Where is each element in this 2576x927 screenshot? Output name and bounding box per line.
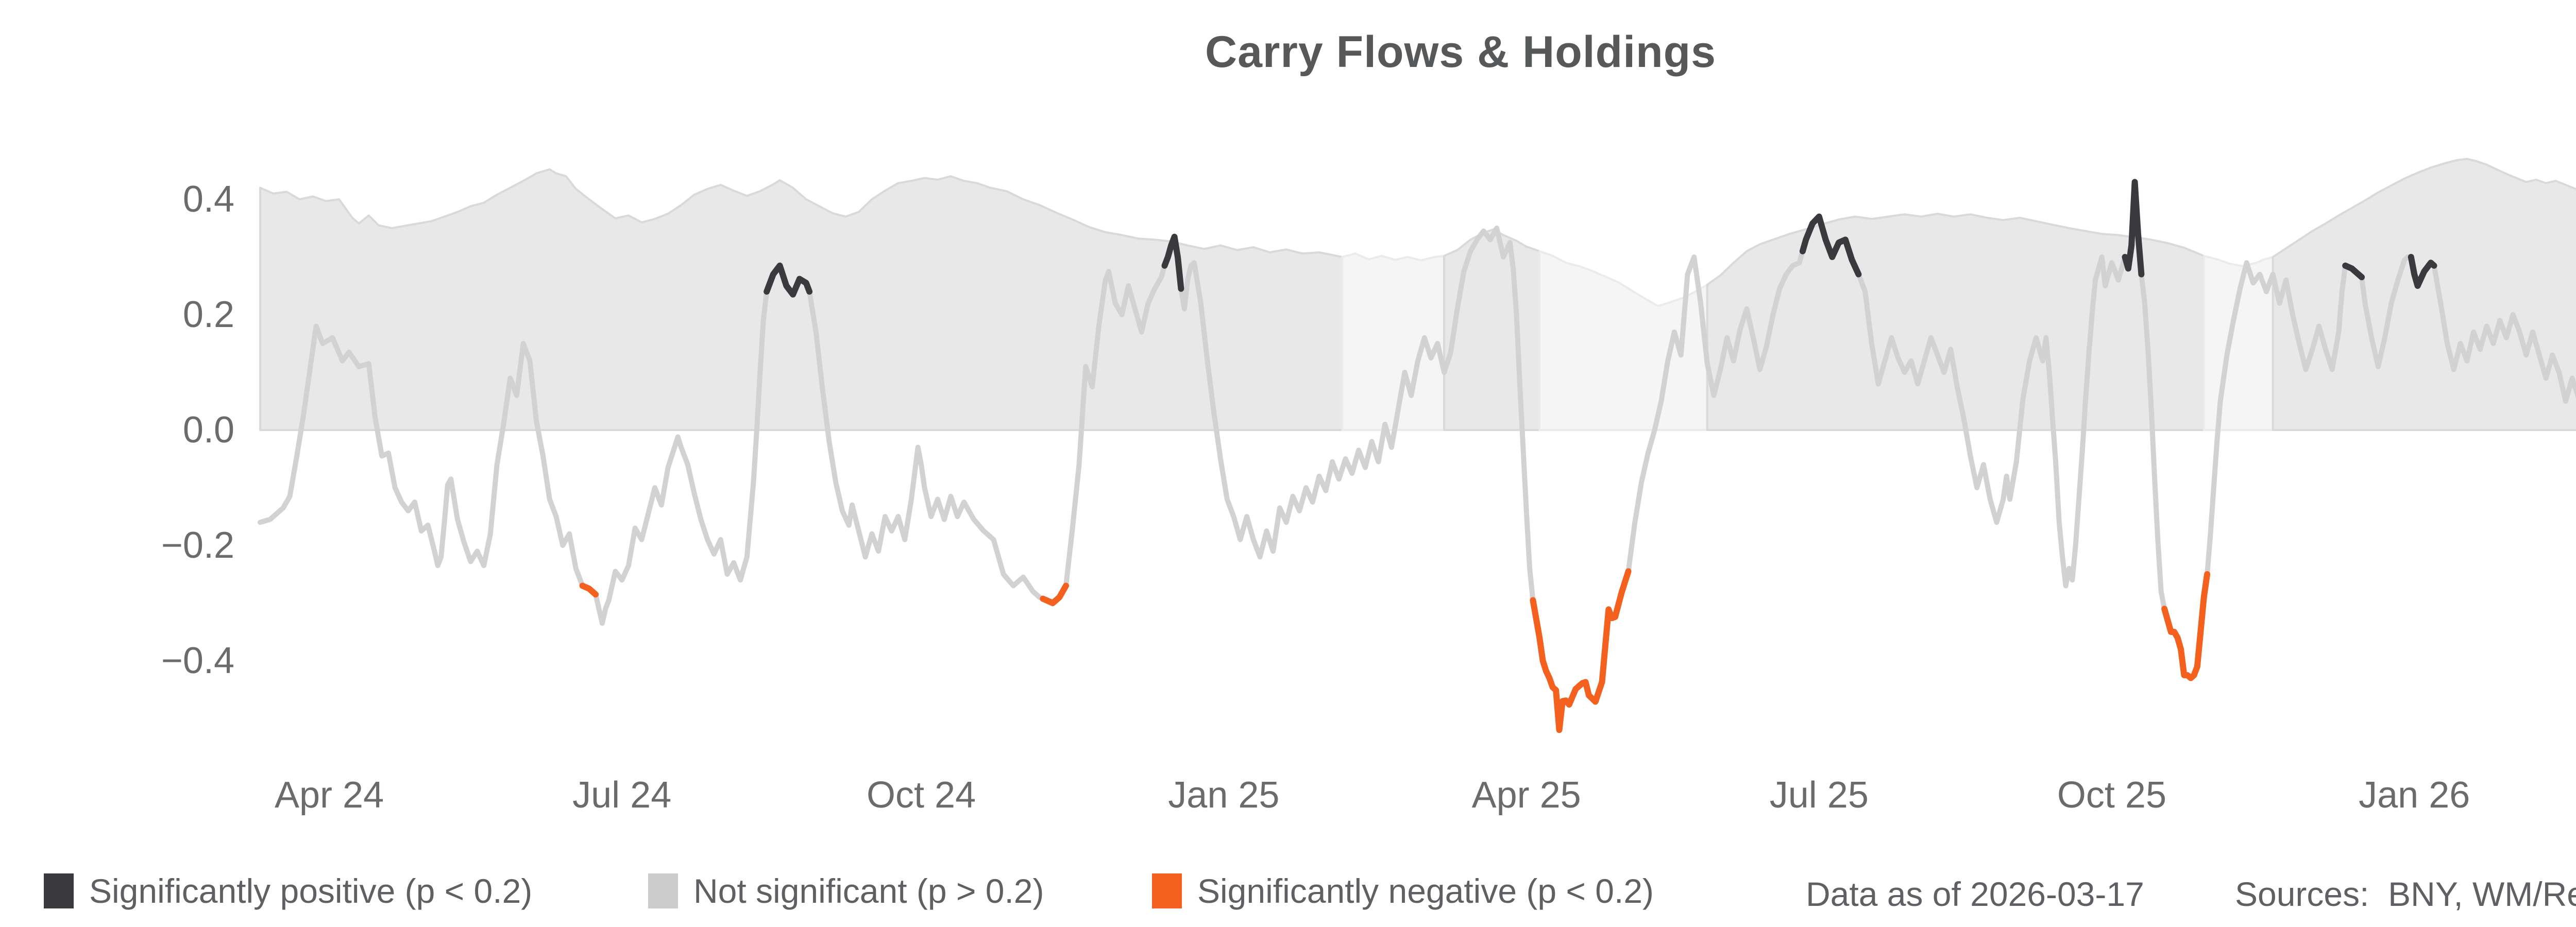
sources-note: Sources: BNY, WM/Refinitiv — [2235, 875, 2576, 913]
significant-negative-segment — [1530, 568, 1632, 733]
x-tick-label: Jan 25 — [1168, 775, 1279, 816]
significant-negative-segment — [1040, 582, 1069, 606]
x-axis: Apr 24 Jul 24 Oct 24 Jan 25 Apr 25 Jul 25 Oct … — [275, 775, 2470, 816]
legend-swatch-positive-icon — [44, 873, 74, 908]
y-tick-label: 0.2 — [183, 294, 234, 335]
flows-line-group — [258, 179, 2576, 733]
y-tick-label: 0.0 — [183, 409, 234, 451]
legend-item-neutral: Not significant (p > 0.2) — [648, 870, 1044, 912]
holdings-band — [259, 158, 2576, 431]
data-as-of-note: Data as of 2026-03-17 — [1806, 875, 2144, 913]
legend-item-negative: Significantly negative (p < 0.2) — [1152, 870, 1654, 912]
x-tick-label: Oct 24 — [867, 775, 976, 816]
significant-positive-segment — [1799, 213, 1862, 278]
x-tick-label: Jan 26 — [2359, 775, 2470, 816]
holdings-band-segment-light — [1341, 252, 1446, 431]
significant-positive-segment — [1161, 233, 1184, 292]
holdings-band-segment-gray — [259, 168, 1344, 431]
y-tick-label: −0.2 — [161, 525, 234, 566]
holdings-band-segment-gray — [2272, 158, 2576, 431]
significant-positive-segment — [2408, 254, 2437, 289]
legend-swatch-neutral-icon — [648, 873, 678, 908]
legend-item-positive: Significantly positive (p < 0.2) — [44, 870, 532, 912]
legend-swatch-negative-icon — [1152, 873, 1182, 908]
significant-positive-segment — [2122, 179, 2145, 278]
significant-negative-segment — [579, 582, 599, 598]
y-tick-label: −0.4 — [161, 640, 234, 681]
significant-negative-segment — [2161, 571, 2211, 681]
legend-label-negative: Significantly negative (p < 0.2) — [1197, 872, 1654, 910]
significant-positive-segment — [764, 262, 813, 298]
x-tick-label: Apr 25 — [1472, 775, 1581, 816]
x-tick-label: Oct 25 — [2057, 775, 2166, 816]
x-tick-label: Apr 24 — [275, 775, 384, 816]
x-tick-label: Jul 24 — [572, 775, 671, 816]
chart-title: Carry Flows & Holdings — [1205, 27, 1717, 77]
holdings-band-segment-gray — [1443, 228, 1541, 431]
legend-label-positive: Significantly positive (p < 0.2) — [89, 872, 533, 910]
y-tick-label: 0.4 — [183, 179, 234, 220]
significant-positive-segment — [2342, 262, 2365, 281]
y-axis: 0.4 0.2 0.0 −0.2 −0.4 — [161, 179, 234, 681]
x-tick-label: Jul 25 — [1770, 775, 1869, 816]
legend-label-neutral: Not significant (p > 0.2) — [693, 872, 1044, 910]
